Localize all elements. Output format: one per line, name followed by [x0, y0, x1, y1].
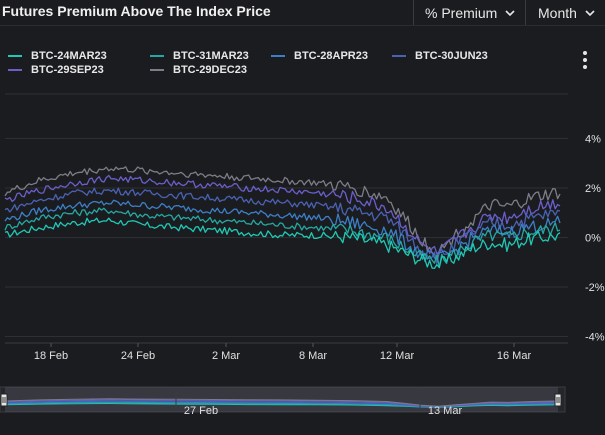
x-tick-label: 16 Mar: [497, 350, 532, 362]
x-tick-label: 12 Mar: [380, 350, 415, 362]
navigator-series-btc-30jun23: [4, 400, 561, 408]
x-tick-label: 2 Mar: [212, 350, 240, 362]
y-tick-label: 0%: [585, 233, 601, 245]
legend-label: BTC-30JUN23: [415, 50, 488, 62]
navigator-tick-label: 13 Mar: [428, 405, 463, 417]
legend-item-btc-24mar23[interactable]: BTC-24MAR23: [8, 50, 107, 62]
metric-dropdown[interactable]: % Premium: [413, 0, 525, 25]
legend-label: BTC-28APR23: [294, 50, 368, 62]
series-line-btc-24mar23: [4, 217, 561, 269]
legend-label: BTC-24MAR23: [31, 50, 107, 62]
chevron-down-icon: [585, 9, 595, 16]
y-tick-label: 2%: [585, 183, 601, 195]
legend-item-btc-29dec23[interactable]: BTC-29DEC23: [150, 64, 247, 76]
y-tick-label: -4%: [585, 332, 605, 344]
navigator-series-btc-28apr23: [4, 401, 561, 408]
legend-swatch: [150, 69, 164, 71]
x-tick-label: 8 Mar: [299, 350, 327, 362]
navigator-tick-label: 27 Feb: [184, 405, 218, 417]
navigator-series-btc-29sep23: [4, 399, 561, 408]
series-line-btc-30jun23: [4, 187, 561, 264]
legend-swatch: [392, 55, 406, 57]
chart-header: Futures Premium Above The Index Price % …: [0, 0, 605, 26]
series-line-btc-28apr23: [4, 199, 561, 262]
legend-item-btc-30jun23[interactable]: BTC-30JUN23: [392, 50, 488, 62]
legend-swatch: [150, 55, 164, 57]
legend-swatch: [8, 55, 22, 57]
metric-dropdown-label: % Premium: [425, 4, 498, 21]
legend-label: BTC-29SEP23: [31, 64, 104, 76]
navigator-handle-left[interactable]: [0, 393, 8, 407]
kebab-menu-icon[interactable]: [579, 50, 591, 70]
period-dropdown[interactable]: Month: [525, 0, 605, 25]
x-tick-label: 24 Feb: [121, 350, 155, 362]
navigator-handle-right[interactable]: [554, 393, 562, 407]
chart-legend: BTC-24MAR23 BTC-31MAR23 BTC-28APR23 BTC-30J…: [8, 50, 568, 82]
navigator-series-btc-29dec23: [4, 398, 561, 407]
legend-item-btc-31mar23[interactable]: BTC-31MAR23: [150, 50, 249, 62]
chevron-down-icon: [505, 9, 515, 16]
legend-swatch: [8, 69, 22, 71]
legend-label: BTC-31MAR23: [173, 50, 249, 62]
series-line-btc-29dec23: [4, 166, 561, 259]
legend-swatch: [271, 55, 285, 57]
y-tick-label: -2%: [585, 282, 605, 294]
legend-item-btc-28apr23[interactable]: BTC-28APR23: [271, 50, 368, 62]
legend-item-btc-29sep23[interactable]: BTC-29SEP23: [8, 64, 104, 76]
navigator-series-btc-24mar23: [4, 402, 561, 408]
chart-title: Futures Premium Above The Index Price: [2, 3, 271, 19]
period-dropdown-label: Month: [538, 4, 577, 21]
x-tick-label: 18 Feb: [34, 350, 68, 362]
legend-label: BTC-29DEC23: [173, 64, 247, 76]
y-tick-label: 4%: [585, 134, 601, 146]
